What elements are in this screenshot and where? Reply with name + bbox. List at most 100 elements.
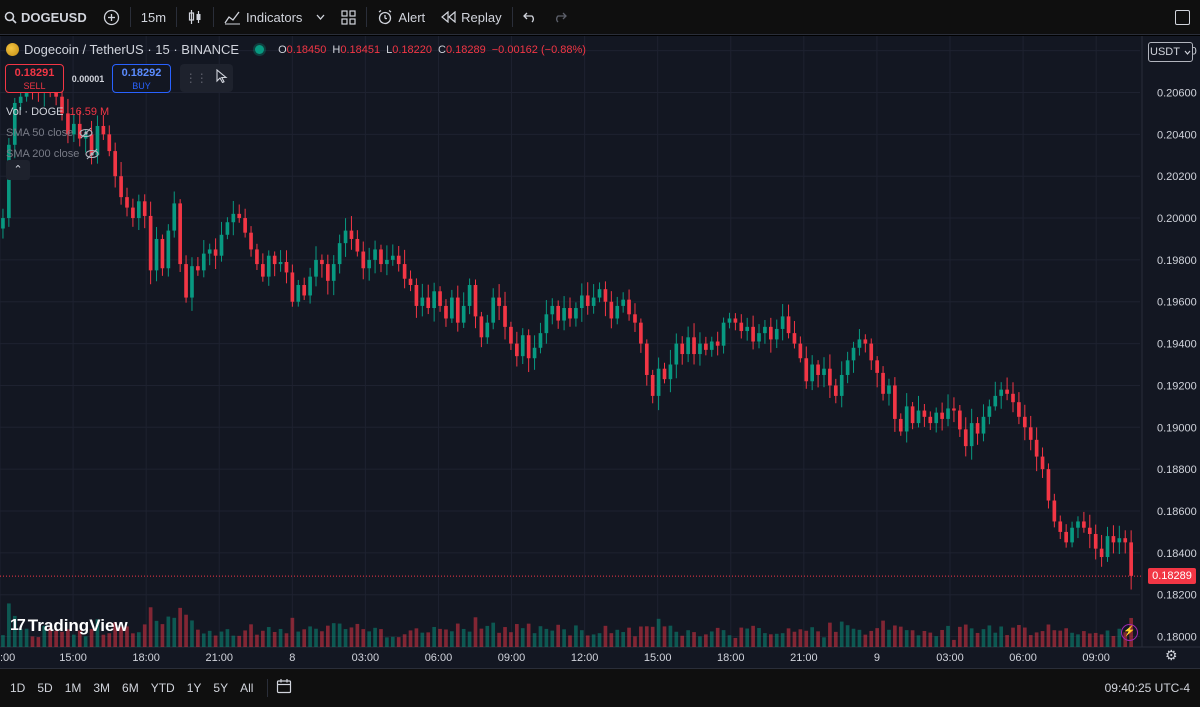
volume-bar: [786, 628, 791, 647]
collapse-legend-button[interactable]: ⌃: [6, 160, 30, 180]
range-1m[interactable]: 1M: [64, 681, 82, 695]
range-ytd[interactable]: YTD: [150, 681, 175, 695]
volume-bar: [810, 627, 815, 647]
symbol-search-button[interactable]: DOGEUSD: [0, 0, 95, 34]
eye-hidden-icon[interactable]: [85, 148, 99, 160]
range-6m[interactable]: 6M: [122, 681, 139, 695]
chevron-up-icon: ⌃: [13, 164, 23, 176]
volume-bar: [237, 635, 242, 647]
volume-bar: [503, 627, 507, 647]
compare-symbol-button[interactable]: [95, 0, 128, 34]
volume-bar: [1, 635, 5, 647]
volume-bar: [444, 629, 448, 647]
candle-body: [822, 368, 826, 375]
volume-bar: [278, 628, 283, 647]
volume-bar: [863, 634, 868, 647]
candle-body: [674, 343, 679, 365]
candle-body: [89, 134, 94, 156]
volume-bar: [337, 623, 342, 647]
chart-type-button[interactable]: [179, 0, 211, 34]
candle-body: [196, 266, 200, 271]
lightning-icon[interactable]: ⚡: [1121, 624, 1138, 641]
interval-button[interactable]: 15m: [140, 9, 167, 25]
price-tick-label: 0.19000: [1157, 422, 1197, 434]
candle-body: [461, 305, 466, 323]
volume-bar: [7, 603, 11, 647]
eye-hidden-icon[interactable]: [79, 127, 93, 139]
candle-body: [810, 364, 815, 382]
candle-body: [562, 308, 566, 321]
divider: [511, 7, 513, 27]
tradingview-logo[interactable]: 17 TradingView: [10, 616, 128, 636]
candle-body: [113, 151, 118, 177]
candle-body: [402, 264, 407, 279]
drag-handle-icon[interactable]: ⋮⋮: [184, 71, 208, 85]
indicators-button[interactable]: Indicators: [216, 0, 333, 34]
volume-bar: [1034, 632, 1039, 647]
volume-bar: [940, 629, 944, 647]
divider: [366, 7, 368, 27]
redo-button[interactable]: [545, 0, 575, 34]
range-1d[interactable]: 1D: [10, 681, 26, 695]
volume-bar: [131, 633, 135, 647]
sma50-indicator-row[interactable]: SMA 50 close: [6, 122, 109, 143]
volume-bar: [160, 624, 165, 647]
volume-bar: [739, 627, 744, 647]
range-5y[interactable]: 5Y: [213, 681, 229, 695]
candle-body: [349, 230, 354, 239]
volume-bar: [255, 634, 259, 647]
candle-body: [467, 285, 472, 306]
volume-bar: [922, 630, 927, 647]
sma50-indicator-name: SMA 50 close: [6, 126, 74, 139]
replay-button[interactable]: Replay: [433, 0, 509, 34]
currency-selector[interactable]: USDT: [1148, 42, 1193, 62]
layout-templates-button[interactable]: [333, 0, 364, 34]
sell-button[interactable]: 0.18291 SELL: [5, 64, 64, 93]
clock-timezone[interactable]: 09:40:25 UTC-4: [1104, 681, 1190, 695]
top-toolbar: DOGEUSD 15m Indicators Alert: [0, 0, 1200, 35]
candle-body: [355, 238, 360, 252]
volume-bar: [692, 632, 696, 647]
undo-button[interactable]: [515, 0, 545, 34]
price-tick-label: 0.18800: [1157, 464, 1197, 476]
range-all[interactable]: All: [240, 681, 254, 695]
candle-body: [993, 395, 998, 407]
candle-body: [266, 255, 271, 277]
tradingview-mark-icon: 17: [10, 617, 26, 634]
candle-body: [95, 125, 100, 156]
price-chart[interactable]: 0.208000.206000.204000.202000.200000.198…: [0, 36, 1200, 668]
gear-icon[interactable]: ⚙: [1165, 647, 1178, 663]
range-1y[interactable]: 1Y: [186, 681, 202, 695]
candle-body: [845, 360, 850, 375]
volume-bar: [1105, 630, 1110, 647]
candle-body: [1070, 527, 1074, 543]
range-5d[interactable]: 5D: [37, 681, 53, 695]
sma200-indicator-row[interactable]: SMA 200 close: [6, 143, 109, 164]
volume-bar: [650, 626, 655, 647]
buy-button[interactable]: 0.18292 BUY: [112, 64, 171, 93]
fullscreen-button[interactable]: [1167, 0, 1200, 34]
market-open-indicator[interactable]: [255, 45, 265, 54]
price-tick-label: 0.20000: [1157, 213, 1197, 225]
volume-bar: [633, 636, 637, 647]
volume-bar: [396, 637, 401, 647]
range-3m[interactable]: 3M: [93, 681, 111, 695]
candle-body: [615, 305, 620, 319]
chart-pane[interactable]: 0.208000.206000.204000.202000.200000.198…: [0, 36, 1200, 668]
volume-bar: [219, 631, 224, 647]
candle-body: [952, 408, 956, 411]
candle-body: [869, 343, 874, 361]
time-tick-label: 18:00: [132, 652, 160, 664]
candle-body: [940, 412, 944, 419]
volume-bar: [993, 632, 998, 647]
volume-bar: [172, 617, 177, 647]
candle-body: [272, 255, 277, 265]
volume-indicator-row[interactable]: Vol · DOGE 16.59 M: [6, 101, 109, 122]
cursor-icon[interactable]: [216, 68, 228, 88]
candle-body: [550, 305, 555, 315]
date-range-button[interactable]: [276, 678, 292, 699]
alert-button[interactable]: Alert: [369, 0, 433, 34]
candle-body: [656, 368, 661, 396]
candle-body: [585, 295, 590, 306]
candle-body: [898, 418, 903, 432]
